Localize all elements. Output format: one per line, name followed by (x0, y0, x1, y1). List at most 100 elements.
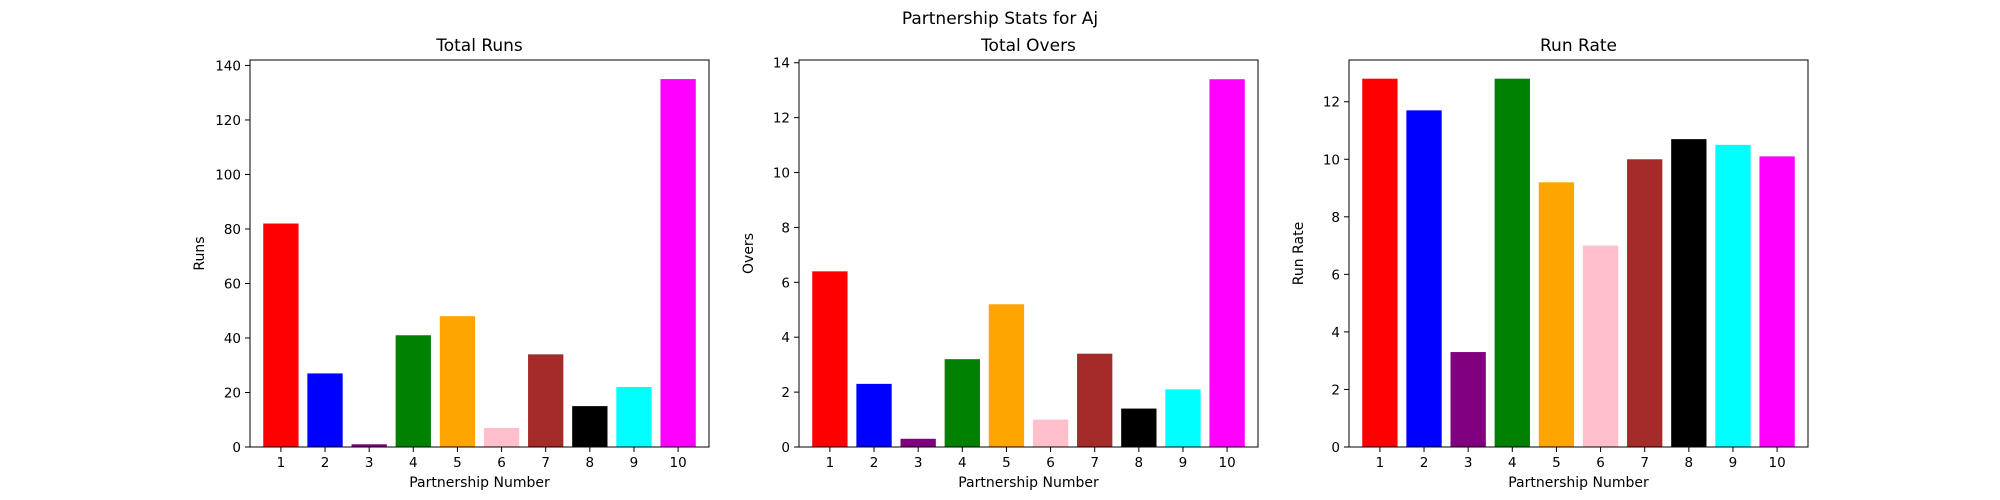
x-axis-label: Partnership Number (958, 475, 1099, 491)
x-tick-label: 7 (1640, 455, 1649, 471)
axes-frame (249, 59, 710, 448)
bar-1 (263, 223, 299, 447)
y-tick-label: 14 (773, 56, 790, 72)
y-tick-label: 2 (781, 385, 790, 401)
x-tick-label: 5 (1552, 455, 1561, 471)
bar-8 (1671, 139, 1707, 447)
x-tick-label: 9 (630, 455, 639, 471)
y-tick-label: 6 (781, 275, 790, 291)
y-tick-label: 40 (224, 331, 241, 347)
x-tick-label: 10 (1219, 455, 1236, 471)
y-tick-label: 0 (232, 440, 241, 456)
x-tick-label: 8 (1135, 455, 1144, 471)
x-tick-label: 5 (453, 455, 462, 471)
x-tick-label: 7 (1090, 455, 1099, 471)
bar-3 (1450, 352, 1486, 447)
y-tick-label: 80 (224, 222, 241, 238)
y-axis-label: Overs (741, 233, 757, 274)
bar-10 (1209, 79, 1245, 448)
x-tick-label: 1 (826, 455, 835, 471)
x-tick-label: 4 (409, 455, 418, 471)
y-tick-label: 8 (781, 220, 790, 236)
bar-2 (1406, 110, 1442, 447)
x-tick-label: 2 (1420, 455, 1429, 471)
bar-9 (616, 387, 652, 447)
y-tick-label: 4 (1331, 325, 1340, 341)
x-tick-label: 4 (1508, 455, 1517, 471)
bar-10 (660, 79, 696, 447)
x-tick-label: 1 (1376, 455, 1385, 471)
bar-10 (1759, 156, 1795, 447)
x-tick-label: 9 (1179, 455, 1188, 471)
bar-3 (900, 438, 936, 447)
bar-4 (944, 359, 980, 447)
x-tick-label: 9 (1729, 455, 1738, 471)
bar-6 (1032, 419, 1069, 447)
x-tick-label: 10 (1769, 455, 1786, 471)
y-axis-label: Run Rate (1291, 222, 1307, 285)
x-axis-label: Partnership Number (1508, 475, 1649, 491)
y-tick-label: 100 (215, 167, 241, 183)
bar-6 (1582, 245, 1619, 447)
x-tick-label: 8 (1685, 455, 1694, 471)
y-tick-label: 0 (1331, 440, 1340, 456)
x-tick-label: 5 (1002, 455, 1011, 471)
bar-5 (988, 304, 1025, 447)
y-axis-label: Runs (192, 236, 208, 270)
x-tick-label: 7 (541, 455, 550, 471)
y-tick-label: 2 (1331, 382, 1340, 398)
x-tick-label: 6 (497, 455, 506, 471)
x-axis-label: Partnership Number (409, 475, 550, 491)
x-tick-label: 3 (365, 455, 374, 471)
x-tick-label: 2 (870, 455, 879, 471)
bar-8 (1121, 408, 1157, 447)
x-tick-label: 6 (1596, 455, 1605, 471)
y-tick-label: 8 (1331, 210, 1340, 226)
bar-8 (572, 406, 608, 447)
bar-9 (1715, 144, 1751, 447)
x-tick-label: 10 (670, 455, 687, 471)
x-tick-label: 6 (1046, 455, 1055, 471)
axes-frame (798, 59, 1259, 448)
bar-1 (1362, 78, 1398, 447)
bar-3 (351, 444, 387, 447)
bar-2 (856, 383, 892, 447)
bar-4 (395, 335, 431, 447)
y-tick-label: 120 (215, 113, 241, 129)
bar-2 (307, 373, 343, 447)
bar-7 (1077, 353, 1113, 447)
bar-5 (439, 316, 476, 447)
bar-4 (1494, 78, 1530, 447)
x-tick-label: 3 (1464, 455, 1473, 471)
subplot-title: Total Runs (435, 36, 523, 56)
x-tick-label: 4 (958, 455, 967, 471)
x-tick-label: 1 (277, 455, 286, 471)
x-tick-label: 8 (586, 455, 595, 471)
bar-7 (528, 354, 564, 447)
y-tick-label: 10 (773, 166, 790, 182)
y-tick-label: 0 (781, 440, 790, 456)
y-tick-label: 6 (1331, 267, 1340, 283)
subplot-title: Run Rate (1540, 36, 1617, 56)
axes-frame (1348, 59, 1809, 448)
y-tick-label: 60 (224, 276, 241, 292)
y-tick-label: 12 (1323, 95, 1340, 111)
x-tick-label: 2 (321, 455, 330, 471)
subplot-title: Total Overs (980, 36, 1076, 56)
y-tick-label: 20 (224, 385, 241, 401)
y-tick-label: 140 (215, 58, 241, 74)
y-tick-label: 12 (773, 111, 790, 127)
bar-1 (812, 271, 848, 447)
bar-7 (1627, 159, 1663, 447)
bar-9 (1165, 389, 1201, 447)
y-tick-label: 4 (781, 330, 790, 346)
figure-title: Partnership Stats for Aj (902, 9, 1098, 29)
y-tick-label: 10 (1323, 152, 1340, 168)
bar-5 (1538, 182, 1575, 448)
bar-6 (483, 427, 520, 447)
